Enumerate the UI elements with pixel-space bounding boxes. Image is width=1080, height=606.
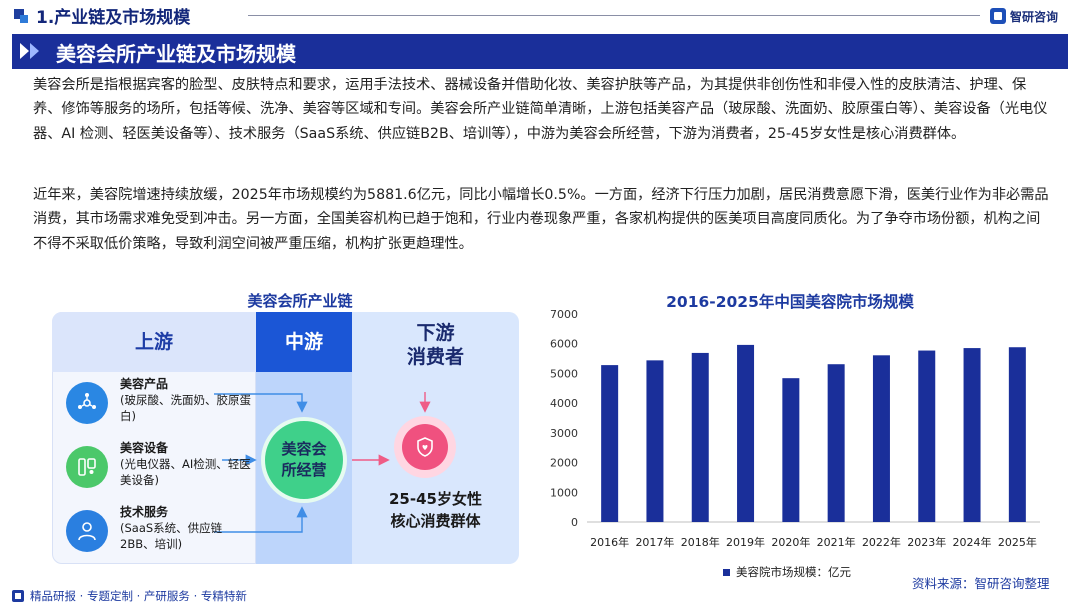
upstream-item-products: 美容产品 (玻尿酸、洗面奶、胶原蛋白) — [64, 376, 254, 436]
double-chevron-icon — [20, 43, 46, 60]
upstream-item-detail: (玻尿酸、洗面奶、胶原蛋白) — [120, 393, 251, 423]
bar — [963, 348, 981, 522]
industry-chain-diagram: 上游 中游 下游 消费者 美容产品 (玻尿酸、洗面奶、胶原蛋白) — [52, 312, 519, 564]
core-consumer-label: 25-45岁女性 核心消费群体 — [352, 488, 519, 532]
device-icon — [66, 446, 108, 488]
bar — [1008, 347, 1026, 522]
bar — [691, 352, 709, 522]
chart-title: 2016-2025年中国美容院市场规模 — [666, 293, 914, 311]
downstream-node — [394, 416, 456, 478]
y-tick-label: 6000 — [550, 338, 578, 351]
arrow-services-to-mid — [214, 506, 308, 533]
connector-arrows — [214, 392, 431, 533]
section-title: 1.产业链及市场规模 — [36, 8, 191, 28]
midstream-heading: 中游 — [256, 312, 352, 372]
bar-chart-canvas: 0 1000 2000 3000 4000 5000 6000 7000 2016年 2017年 2… — [550, 308, 1040, 549]
y-tick-label: 5000 — [550, 367, 578, 380]
chart-legend: 美容院市场规模：亿元 — [723, 564, 851, 580]
y-tick-label: 4000 — [550, 397, 578, 410]
downstream-heading: 下游 消费者 — [352, 312, 519, 372]
section-marker-accent — [20, 15, 28, 23]
section-marker-icon — [14, 9, 24, 19]
downstream-heading-line1: 下游 — [416, 322, 455, 344]
downstream-heading-line2: 消费者 — [406, 346, 464, 368]
person-icon — [66, 510, 108, 552]
bar — [827, 364, 845, 522]
bar — [737, 344, 755, 522]
brand-name: 智研咨询 — [1010, 9, 1059, 24]
upstream-item-detail: (SaaS系统、供应链2BB、培训) — [120, 521, 223, 551]
x-tick-label: 2020年 — [771, 535, 810, 549]
y-tick-label: 7000 — [550, 308, 578, 321]
footer-text: 精品研报 · 专题定制 · 产研服务 · 专精特新 — [30, 589, 247, 603]
brand-logo-icon — [990, 8, 1006, 24]
shield-heart-icon — [402, 424, 448, 470]
x-tick-label: 2022年 — [862, 535, 901, 549]
bar — [918, 350, 936, 522]
core-consumer-line1: 25-45岁女性 — [389, 490, 482, 508]
diagram-title: 美容会所产业链 — [247, 292, 353, 310]
upstream-item-detail: (光电仪器、AI检测、轻医美设备) — [120, 457, 251, 487]
title-banner: 美容会所产业链及市场规模 — [12, 34, 1068, 69]
midstream-node-line2: 所经营 — [281, 461, 327, 479]
legend-label: 美容院市场规模：亿元 — [736, 565, 851, 579]
bar — [601, 365, 619, 522]
top-bar: 1.产业链及市场规模 智研咨询 — [0, 0, 1080, 32]
y-tick-label: 3000 — [550, 427, 578, 440]
bar — [872, 355, 890, 522]
y-tick-label: 2000 — [550, 457, 578, 470]
page-title: 美容会所产业链及市场规模 — [56, 42, 296, 66]
footer: 精品研报 · 专题定制 · 产研服务 · 专精特新 — [12, 587, 247, 605]
upstream-item-equipment: 美容设备 (光电仪器、AI检测、轻医美设备) — [64, 440, 254, 500]
upstream-heading: 上游 — [52, 312, 256, 372]
intro-paragraph: 美容会所是指根据宾客的脸型、皮肤特点和要求，运用手法技术、器械设备并借助化妆、美… — [33, 77, 1048, 142]
market-size-chart: 0 1000 2000 3000 4000 5000 6000 7000 2016年 2017年 2… — [545, 306, 1045, 578]
footer-logo-icon — [12, 590, 24, 602]
bar — [646, 360, 664, 522]
x-tick-label: 2024年 — [953, 535, 992, 549]
x-tick-label: 2021年 — [817, 535, 856, 549]
bar — [782, 378, 800, 522]
midstream-node-line1: 美容会 — [281, 440, 327, 458]
y-tick-label: 0 — [571, 516, 578, 529]
arrow-products-to-mid — [214, 393, 308, 413]
x-tick-label: 2019年 — [726, 535, 765, 549]
x-tick-label: 2018年 — [681, 535, 720, 549]
midstream-node: 美容会 所经营 — [261, 417, 347, 503]
source-note: 资料来源：智研咨询整理 — [912, 576, 1050, 591]
x-tick-label: 2023年 — [907, 535, 946, 549]
brand-logo: 智研咨询 — [990, 6, 1058, 26]
market-paragraph: 近年来，美容院增速持续放缓，2025年市场规模约为5881.6亿元，同比小幅增长… — [33, 187, 1049, 252]
upstream-item-name: 技术服务 — [120, 505, 169, 519]
x-tick-label: 2016年 — [590, 535, 629, 549]
upstream-item-services: 技术服务 (SaaS系统、供应链2BB、培训) — [64, 504, 254, 564]
x-tick-label: 2025年 — [998, 535, 1037, 549]
molecule-icon — [66, 382, 108, 424]
upstream-item-name: 美容设备 — [120, 441, 169, 455]
y-tick-label: 1000 — [550, 486, 578, 499]
legend-swatch — [723, 568, 730, 576]
core-consumer-line2: 核心消费群体 — [390, 512, 481, 530]
header-divider — [248, 15, 980, 16]
x-tick-label: 2017年 — [635, 535, 674, 549]
upstream-item-name: 美容产品 — [120, 377, 169, 391]
